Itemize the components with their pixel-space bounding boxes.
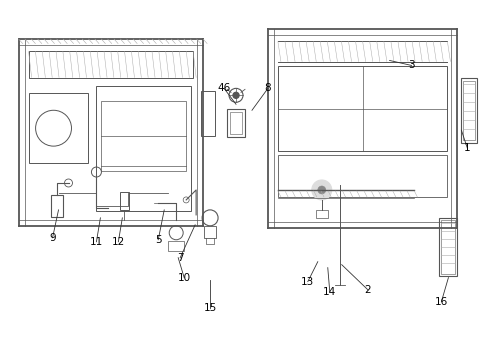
Bar xyxy=(201,91,215,136)
Text: 14: 14 xyxy=(323,287,336,297)
Bar xyxy=(439,218,456,276)
Bar xyxy=(29,50,193,78)
Bar xyxy=(441,220,454,274)
Bar xyxy=(461,78,476,143)
Bar xyxy=(203,226,216,238)
Text: 2: 2 xyxy=(364,284,370,294)
Text: 13: 13 xyxy=(301,276,314,287)
Bar xyxy=(50,195,62,217)
Circle shape xyxy=(233,92,239,98)
Bar xyxy=(277,67,447,151)
Text: 3: 3 xyxy=(407,60,414,71)
Text: 8: 8 xyxy=(264,84,271,93)
Bar xyxy=(120,192,129,210)
Bar xyxy=(168,241,184,251)
Text: 11: 11 xyxy=(90,237,103,247)
Bar xyxy=(229,112,242,134)
Bar xyxy=(96,86,191,211)
Bar xyxy=(101,101,186,171)
Bar xyxy=(315,210,327,218)
Text: 7: 7 xyxy=(177,253,183,263)
Text: 12: 12 xyxy=(111,237,125,247)
Bar xyxy=(463,81,474,140)
Circle shape xyxy=(317,186,325,194)
Text: 46: 46 xyxy=(217,84,230,93)
Bar xyxy=(226,109,244,137)
Text: 10: 10 xyxy=(177,273,190,283)
Bar xyxy=(29,93,88,163)
Text: 15: 15 xyxy=(203,302,216,312)
Text: 1: 1 xyxy=(463,143,470,153)
Bar xyxy=(277,155,447,197)
Text: 16: 16 xyxy=(434,297,447,306)
Text: 9: 9 xyxy=(49,233,56,243)
Text: 5: 5 xyxy=(155,235,161,245)
Circle shape xyxy=(311,180,331,200)
